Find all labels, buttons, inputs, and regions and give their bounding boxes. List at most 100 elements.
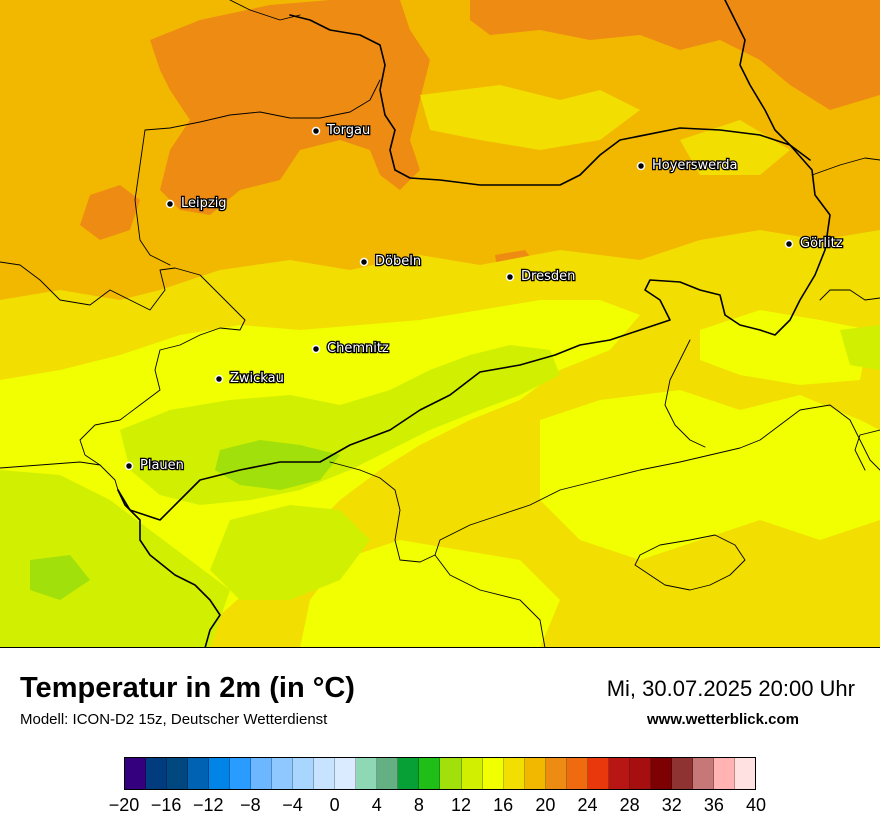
forecast-datetime: Mi, 30.07.2025 20:00 Uhr	[606, 676, 855, 701]
colorbar-swatch	[650, 758, 672, 789]
city-torgau: Torgau	[311, 122, 372, 139]
city-zwickau: Zwickau	[214, 370, 285, 387]
heat-patch-north	[150, 0, 430, 215]
city-label: Döbeln	[375, 254, 421, 269]
colorbar-tick-label: 20	[535, 795, 556, 815]
city-marker	[636, 161, 646, 171]
colorbar-tick-label: −20	[108, 795, 140, 815]
admin-border-7	[634, 534, 746, 591]
city-marker	[359, 257, 369, 267]
map-canvas: Torgau Hoyerswerda Leipzig Görlitz Döbel…	[0, 0, 880, 649]
admin-border-5	[329, 404, 880, 563]
city-label: Torgau	[326, 123, 370, 138]
state-border-saxony	[117, 14, 831, 521]
city-label: Zwickau	[230, 371, 284, 386]
national-border-south	[117, 489, 221, 649]
national-border-east	[724, 0, 811, 161]
colorbar-swatch	[356, 758, 378, 789]
colorbar-tick-label: 40	[745, 795, 767, 815]
footer: Temperatur in 2m (in °C) Modell: ICON-D2…	[0, 648, 880, 830]
colorbar-tick-label: 0	[329, 795, 340, 815]
colorbar-swatch	[251, 758, 273, 789]
colorbar-swatch	[503, 758, 525, 789]
cool-yellow-east	[700, 310, 870, 385]
colorbar-tick-label: 12	[451, 795, 472, 815]
green-east	[840, 325, 880, 370]
website-label: www.wetterblick.com	[647, 711, 799, 728]
colorbar-tick-label: 24	[577, 795, 598, 815]
colorbar-swatch	[440, 758, 462, 789]
admin-border-4	[0, 461, 101, 469]
heat-patch-northeast	[470, 0, 880, 110]
green-core-small	[30, 555, 90, 600]
colorbar-tick-label: 32	[661, 795, 682, 815]
colorbar-swatch	[545, 758, 567, 789]
city-label: Görlitz	[800, 236, 843, 251]
city-label: Dresden	[521, 269, 575, 284]
city-marker	[311, 126, 321, 136]
colorbar-swatch	[146, 758, 168, 789]
city-plauen: Plauen	[124, 457, 185, 474]
temperature-colorbar	[124, 757, 756, 790]
city-marker	[505, 272, 515, 282]
colorbar-swatch	[482, 758, 504, 789]
cool-yellow-south	[300, 540, 560, 648]
admin-border-1	[0, 261, 246, 491]
colorbar-tick-label: 36	[703, 795, 724, 815]
colorbar-swatch	[419, 758, 441, 789]
colorbar-swatch	[125, 758, 147, 789]
city-label: Hoyerswerda	[652, 158, 738, 173]
colorbar-swatch	[293, 758, 315, 789]
city-dresden: Dresden	[505, 268, 577, 285]
colorbar-swatch	[167, 758, 189, 789]
city-marker	[124, 461, 134, 471]
admin-border-9	[819, 289, 880, 301]
city-goerlitz: Görlitz	[784, 235, 844, 252]
colorbar-tick-label: 28	[619, 795, 640, 815]
colorbar-swatch	[629, 758, 651, 789]
colorbar-tick-label: −4	[282, 795, 303, 815]
heat-patch-west	[80, 185, 140, 240]
colorbar-tick-label: −16	[150, 795, 182, 815]
colorbar-swatch	[524, 758, 546, 789]
colorbar-swatch	[314, 758, 336, 789]
admin-border-12	[854, 429, 880, 471]
city-chemnitz: Chemnitz	[311, 340, 390, 357]
mid-band-north	[420, 85, 640, 150]
map-title: Temperatur in 2m (in °C)	[20, 672, 355, 704]
colorbar-swatch	[566, 758, 588, 789]
borders	[0, 0, 880, 649]
colorbar-swatch	[608, 758, 630, 789]
admin-border-6	[664, 339, 706, 448]
city-marker	[784, 239, 794, 249]
city-doebeln: Döbeln	[359, 253, 422, 270]
colorbar-swatch	[671, 758, 693, 789]
city-hoyerswerda: Hoyerswerda	[636, 157, 739, 174]
green-core	[215, 440, 340, 490]
city-label: Chemnitz	[327, 341, 389, 356]
colorbar-swatch	[209, 758, 231, 789]
colorbar-tick-label: 4	[371, 795, 382, 815]
admin-border-11	[434, 554, 546, 649]
colorbar-swatch	[188, 758, 210, 789]
colorbar-tick-label: 8	[413, 795, 424, 815]
colorbar-swatch	[587, 758, 609, 789]
colorbar-swatch	[335, 758, 357, 789]
cool-yellow-southeast	[540, 390, 880, 560]
colorbar-tick-label: −8	[240, 795, 261, 815]
colorbar-swatch	[230, 758, 252, 789]
colorbar-swatch	[272, 758, 294, 789]
city-marker	[214, 374, 224, 384]
city-marker	[311, 344, 321, 354]
city-marker	[165, 199, 175, 209]
city-label: Plauen	[140, 458, 184, 473]
green-southwest	[0, 470, 230, 648]
colorbar-swatch	[377, 758, 399, 789]
colorbar-tick-label: 16	[493, 795, 514, 815]
colorbar-swatch	[692, 758, 714, 789]
admin-border-10	[229, 0, 301, 21]
admin-border-2	[139, 79, 381, 166]
colorbar-tick-label: −12	[192, 795, 224, 815]
green-south	[210, 505, 370, 600]
admin-border-8	[811, 157, 880, 176]
